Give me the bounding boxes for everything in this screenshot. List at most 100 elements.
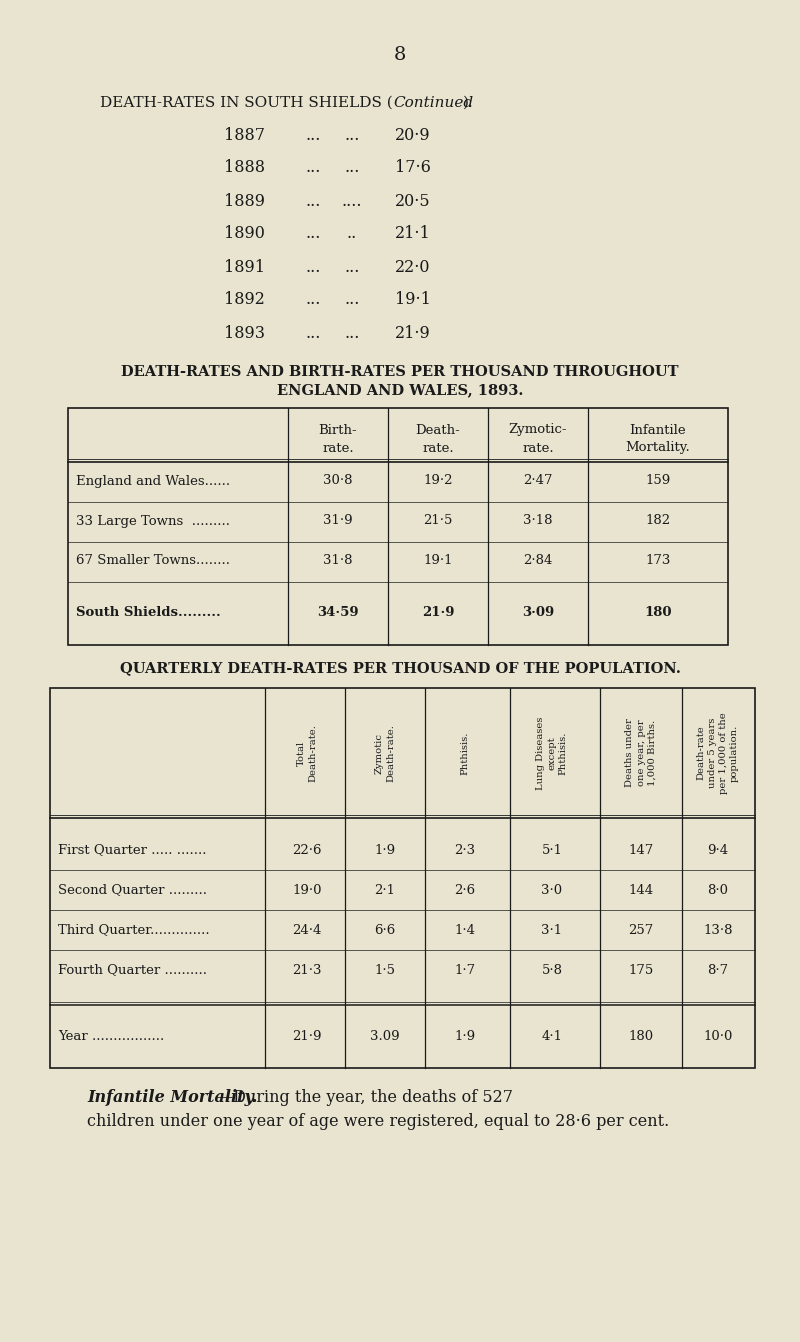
Text: ).: ).	[463, 97, 474, 110]
Text: ...: ...	[344, 160, 360, 177]
Text: Death-rate
under 5 years
per 1,000 of the
population.: Death-rate under 5 years per 1,000 of th…	[697, 713, 739, 794]
Text: First Quarter ..... .......: First Quarter ..... .......	[58, 844, 206, 856]
Text: Total
Death-rate.: Total Death-rate.	[297, 725, 317, 782]
Text: 34·59: 34·59	[317, 605, 359, 619]
Text: 20·9: 20·9	[395, 126, 430, 144]
Text: 8·0: 8·0	[707, 883, 729, 896]
Text: 13·8: 13·8	[703, 923, 733, 937]
Text: ENGLAND AND WALES, 1893.: ENGLAND AND WALES, 1893.	[277, 382, 523, 397]
Text: 1·9: 1·9	[454, 1029, 475, 1043]
Text: Second Quarter .........: Second Quarter .........	[58, 883, 207, 896]
Text: 1890: 1890	[224, 225, 265, 243]
Text: ...: ...	[306, 192, 321, 209]
Text: 2·47: 2·47	[523, 475, 553, 487]
Text: 19·0: 19·0	[292, 883, 322, 896]
Text: ...: ...	[306, 325, 321, 341]
Text: Continued: Continued	[393, 97, 473, 110]
Text: 1891: 1891	[224, 259, 265, 275]
Text: ..: ..	[347, 225, 357, 243]
Text: ...: ...	[306, 259, 321, 275]
Text: 2·3: 2·3	[454, 844, 475, 856]
Text: 17·6: 17·6	[395, 160, 431, 177]
Text: 180: 180	[629, 1029, 654, 1043]
Text: 144: 144	[629, 883, 654, 896]
Text: 21·9: 21·9	[292, 1029, 322, 1043]
Text: Lung Diseases
except
Phthisis.: Lung Diseases except Phthisis.	[536, 717, 568, 789]
Text: ...: ...	[306, 126, 321, 144]
Text: ...: ...	[344, 126, 360, 144]
Text: Infantile Mortality.: Infantile Mortality.	[87, 1090, 258, 1107]
Text: 1889: 1889	[224, 192, 265, 209]
Text: 159: 159	[646, 475, 670, 487]
Text: 21·1: 21·1	[395, 225, 430, 243]
Text: 22·6: 22·6	[292, 844, 322, 856]
Text: 9·4: 9·4	[707, 844, 729, 856]
Text: ...: ...	[344, 291, 360, 309]
Text: ...: ...	[344, 325, 360, 341]
Text: 173: 173	[646, 554, 670, 568]
Text: 31·9: 31·9	[323, 514, 353, 527]
Text: Birth-: Birth-	[318, 424, 358, 436]
Text: 21·3: 21·3	[292, 964, 322, 977]
Text: 257: 257	[628, 923, 654, 937]
Text: 1·9: 1·9	[374, 844, 395, 856]
Text: England and Wales......: England and Wales......	[76, 475, 230, 487]
Text: Zymotic-: Zymotic-	[509, 424, 567, 436]
Text: —During the year, the deaths of 527: —During the year, the deaths of 527	[217, 1090, 513, 1107]
Text: 3·18: 3·18	[523, 514, 553, 527]
Text: 4·1: 4·1	[542, 1029, 562, 1043]
Text: 19·2: 19·2	[423, 475, 453, 487]
Text: 8·7: 8·7	[707, 964, 729, 977]
Text: Third Quarter..............: Third Quarter..............	[58, 923, 210, 937]
Bar	[68, 408, 728, 646]
Text: 19·1: 19·1	[395, 291, 431, 309]
Text: ...: ...	[306, 291, 321, 309]
Text: Mortality.: Mortality.	[626, 442, 690, 455]
Text: 3·0: 3·0	[542, 883, 562, 896]
Text: 1888: 1888	[224, 160, 265, 177]
Text: 180: 180	[644, 605, 672, 619]
Text: Fourth Quarter ..........: Fourth Quarter ..........	[58, 964, 207, 977]
Text: QUARTERLY DEATH-RATES PER THOUSAND OF THE POPULATION.: QUARTERLY DEATH-RATES PER THOUSAND OF TH…	[119, 662, 681, 675]
Text: 1892: 1892	[224, 291, 265, 309]
Text: Deaths under
one year, per
1,000 Births.: Deaths under one year, per 1,000 Births.	[626, 718, 657, 788]
Text: 1·7: 1·7	[454, 964, 475, 977]
Text: 3·1: 3·1	[542, 923, 562, 937]
Text: ...: ...	[306, 160, 321, 177]
Text: Zymotic
Death-rate.: Zymotic Death-rate.	[375, 725, 395, 782]
Text: DEATH-RATES IN SOUTH SHIELDS (: DEATH-RATES IN SOUTH SHIELDS (	[100, 97, 393, 110]
Text: South Shields.........: South Shields.........	[76, 605, 221, 619]
Text: Death-: Death-	[416, 424, 460, 436]
Text: Phthisis.: Phthisis.	[461, 731, 470, 774]
Text: 19·1: 19·1	[423, 554, 453, 568]
Text: 8: 8	[394, 46, 406, 64]
Text: Year .................: Year .................	[58, 1029, 164, 1043]
Text: 3.09: 3.09	[370, 1029, 400, 1043]
Text: 2·6: 2·6	[454, 883, 475, 896]
Text: 147: 147	[628, 844, 654, 856]
Text: 22·0: 22·0	[395, 259, 430, 275]
Text: 1887: 1887	[224, 126, 265, 144]
Text: 2·1: 2·1	[374, 883, 395, 896]
Text: 31·8: 31·8	[323, 554, 353, 568]
Text: 1·4: 1·4	[454, 923, 475, 937]
Text: 5·8: 5·8	[542, 964, 562, 977]
Text: 1·5: 1·5	[374, 964, 395, 977]
Text: 21·5: 21·5	[423, 514, 453, 527]
Text: 5·1: 5·1	[542, 844, 562, 856]
Text: DEATH-RATES AND BIRTH-RATES PER THOUSAND THROUGHOUT: DEATH-RATES AND BIRTH-RATES PER THOUSAND…	[122, 365, 678, 378]
Text: 67 Smaller Towns........: 67 Smaller Towns........	[76, 554, 230, 568]
Bar	[50, 688, 755, 1068]
Text: children under one year of age were registered, equal to 28·6 per cent.: children under one year of age were regi…	[87, 1114, 670, 1130]
Text: ...: ...	[344, 259, 360, 275]
Text: 21·9: 21·9	[395, 325, 430, 341]
Text: 182: 182	[646, 514, 670, 527]
Text: 10·0: 10·0	[703, 1029, 733, 1043]
Text: rate.: rate.	[322, 442, 354, 455]
Text: ...: ...	[306, 225, 321, 243]
Text: 175: 175	[628, 964, 654, 977]
Text: rate.: rate.	[422, 442, 454, 455]
Text: Infantile: Infantile	[630, 424, 686, 436]
Text: 3·09: 3·09	[522, 605, 554, 619]
Text: 21·9: 21·9	[422, 605, 454, 619]
